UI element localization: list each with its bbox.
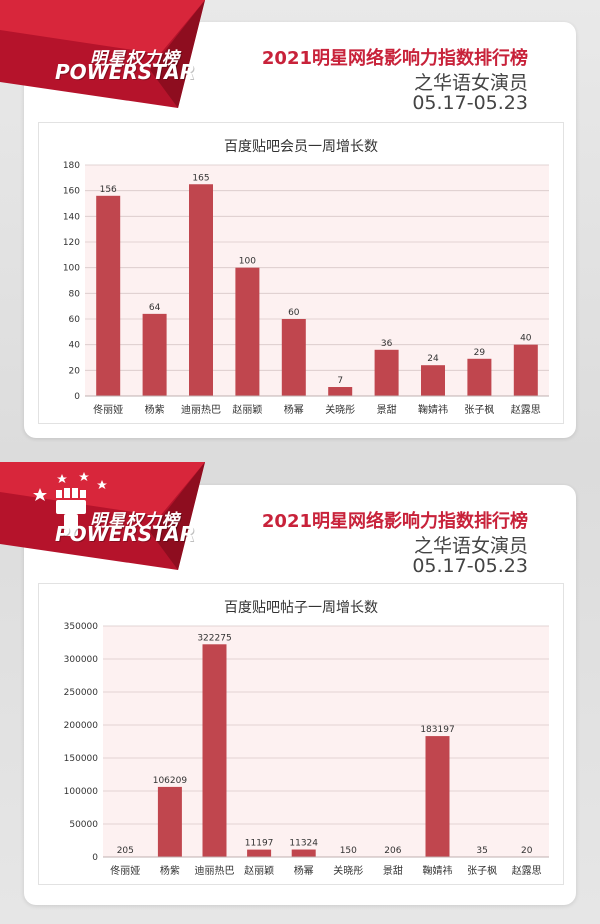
x-category-label: 迪丽热巴 — [195, 864, 235, 877]
brand-cn: 明星权力榜 — [90, 49, 180, 69]
data-label: 11197 — [245, 839, 274, 849]
y-tick-label: 40 — [69, 341, 81, 351]
y-tick-label: 160 — [63, 187, 80, 197]
y-tick-label: 100 — [63, 264, 80, 274]
y-tick-label: 0 — [92, 853, 98, 863]
y-tick-label: 180 — [63, 161, 80, 171]
y-tick-label: 0 — [74, 392, 80, 402]
y-tick-label: 300000 — [64, 655, 99, 665]
bar — [157, 786, 182, 857]
data-label: 36 — [381, 339, 393, 349]
data-label: 64 — [149, 303, 161, 313]
brand-cn: 明星权力榜 — [90, 511, 180, 531]
data-label: 165 — [192, 173, 209, 183]
ranking-subtitle: 之华语女演员 — [413, 535, 528, 557]
bar — [328, 387, 353, 396]
x-category-label: 景甜 — [383, 864, 403, 877]
x-category-label: 鞠婧祎 — [418, 403, 448, 416]
bar — [247, 849, 272, 857]
x-category-label: 赵丽颖 — [232, 403, 262, 416]
x-category-label: 赵丽颖 — [244, 864, 274, 877]
y-tick-label: 200000 — [64, 721, 99, 731]
bar — [202, 644, 227, 857]
fist-logo-icon — [56, 488, 86, 536]
y-tick-label: 250000 — [64, 688, 99, 698]
y-tick-label: 50000 — [69, 820, 98, 830]
y-tick-label: 140 — [63, 212, 80, 222]
ranking-dates: 05.17-05.23 — [412, 555, 528, 577]
x-category-label: 赵露思 — [511, 403, 541, 416]
data-label: 156 — [100, 185, 117, 195]
ranking-panel-2: 2021明星网络影响力指数排行榜 之华语女演员 05.17-05.23 百度贴吧… — [24, 485, 576, 905]
x-category-label: 赵露思 — [512, 864, 542, 877]
x-category-label: 杨紫 — [160, 864, 180, 877]
bar — [96, 195, 121, 396]
x-category-label: 杨幂 — [294, 864, 314, 877]
chart-card-members: 百度贴吧会员一周增长数 0 20 40 60 80 100 120 140 160 180 156 佟丽… — [38, 122, 564, 424]
data-label: 40 — [520, 334, 532, 344]
x-category-label: 关晓彤 — [333, 864, 363, 877]
x-category-label: 张子枫 — [464, 403, 494, 416]
y-tick-label: 80 — [69, 289, 81, 299]
ranking-dates: 05.17-05.23 — [412, 92, 528, 114]
data-label: 183197 — [420, 725, 454, 735]
data-label: 206 — [384, 846, 401, 856]
data-label: 11324 — [289, 839, 318, 849]
ranking-title: 2021明星网络影响力指数排行榜 — [261, 48, 528, 69]
x-category-label: 关晓彤 — [325, 403, 355, 416]
data-label: 7 — [337, 376, 343, 386]
chart-title: 百度贴吧帖子一周增长数 — [224, 600, 378, 616]
star-icon — [33, 472, 107, 501]
bar — [425, 736, 450, 857]
brand-en: POWERSTAR — [55, 60, 196, 84]
data-label: 205 — [117, 846, 134, 856]
data-label: 24 — [427, 354, 439, 364]
data-label: 100 — [239, 257, 256, 267]
data-label: 60 — [288, 308, 300, 318]
chart-card-posts: 百度贴吧帖子一周增长数 0 50000 100000 150000 200000 25000… — [38, 583, 564, 885]
y-tick-label: 120 — [63, 238, 80, 248]
y-tick-label: 150000 — [64, 754, 99, 764]
bar — [421, 365, 445, 396]
bar — [374, 349, 399, 396]
data-label: 106209 — [153, 776, 188, 786]
chart-title: 百度贴吧会员一周增长数 — [224, 139, 378, 155]
y-tick-label: 20 — [69, 366, 81, 376]
bar — [513, 344, 538, 396]
y-tick-label: 100000 — [64, 787, 99, 797]
bar — [189, 184, 213, 396]
bar — [142, 313, 167, 396]
brand-en: POWERSTAR — [55, 522, 196, 546]
x-category-label: 鞠婧祎 — [423, 864, 453, 877]
x-category-label: 佟丽娅 — [93, 403, 123, 416]
x-category-label: 景甜 — [377, 403, 397, 416]
powerstar-banner — [0, 462, 205, 570]
bar — [235, 267, 260, 396]
x-category-label: 佟丽娅 — [110, 864, 140, 877]
y-tick-label: 350000 — [64, 622, 99, 632]
x-category-label: 迪丽热巴 — [181, 403, 221, 416]
ranking-title: 2021明星网络影响力指数排行榜 — [261, 511, 528, 532]
posts-bar-chart: 百度贴吧帖子一周增长数 0 50000 100000 150000 200000 25000… — [64, 600, 549, 877]
ranking-panel-1: 2021明星网络影响力指数排行榜 之华语女演员 05.17-05.23 百度贴吧… — [24, 22, 576, 438]
bar — [467, 358, 492, 396]
data-label: 150 — [340, 846, 357, 856]
data-label: 29 — [474, 348, 486, 358]
x-category-label: 杨幂 — [284, 403, 304, 416]
data-label: 322275 — [197, 633, 231, 643]
x-category-label: 杨紫 — [145, 403, 165, 416]
powerstar-banner — [0, 0, 205, 108]
data-label: 20 — [521, 846, 533, 856]
y-tick-label: 60 — [69, 315, 81, 325]
members-bar-chart: 百度贴吧会员一周增长数 0 20 40 60 80 100 120 140 160 180 156 佟丽… — [63, 139, 549, 416]
ranking-subtitle: 之华语女演员 — [413, 72, 528, 94]
data-label: 35 — [476, 846, 487, 856]
x-category-label: 张子枫 — [467, 864, 497, 877]
bar — [281, 319, 306, 396]
bar — [291, 849, 316, 857]
